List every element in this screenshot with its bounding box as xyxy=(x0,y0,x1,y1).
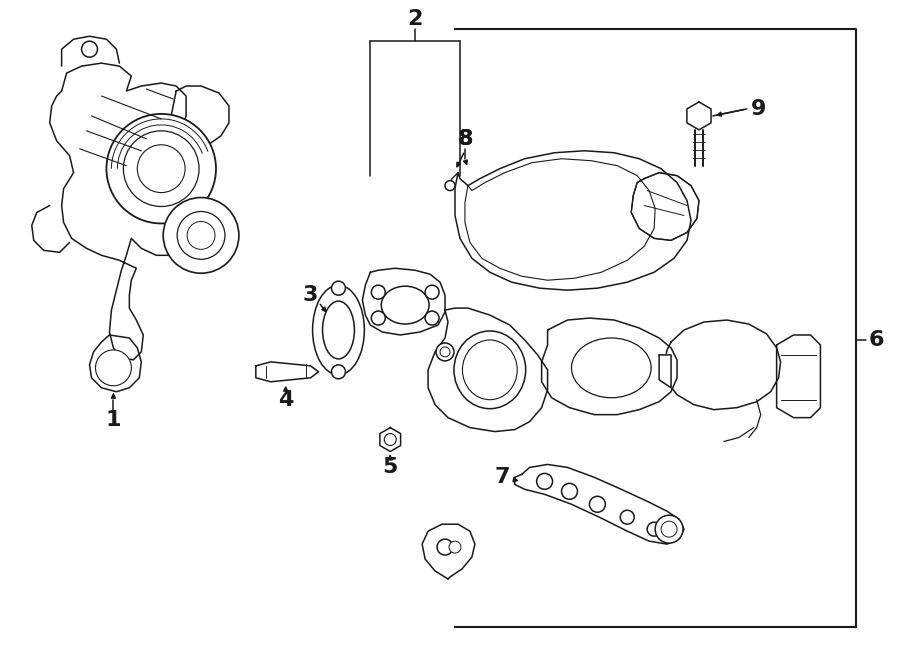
Ellipse shape xyxy=(322,301,355,359)
Ellipse shape xyxy=(454,331,526,408)
Text: 8: 8 xyxy=(457,129,472,149)
Circle shape xyxy=(536,473,553,489)
Circle shape xyxy=(425,311,439,325)
Ellipse shape xyxy=(312,285,364,375)
Text: 7: 7 xyxy=(494,467,509,487)
Circle shape xyxy=(372,311,385,325)
Polygon shape xyxy=(687,102,711,130)
Text: 5: 5 xyxy=(382,457,398,477)
Circle shape xyxy=(437,539,453,555)
Circle shape xyxy=(177,211,225,260)
Circle shape xyxy=(440,347,450,357)
Polygon shape xyxy=(631,173,699,240)
Polygon shape xyxy=(32,205,69,252)
Text: 9: 9 xyxy=(751,99,767,119)
Circle shape xyxy=(95,350,131,386)
Polygon shape xyxy=(380,428,400,451)
Polygon shape xyxy=(256,362,319,382)
Circle shape xyxy=(138,145,185,193)
Polygon shape xyxy=(171,86,229,146)
Polygon shape xyxy=(89,335,141,392)
Polygon shape xyxy=(664,320,780,410)
Text: 8: 8 xyxy=(457,129,472,149)
Circle shape xyxy=(163,197,239,273)
Circle shape xyxy=(384,434,396,446)
Circle shape xyxy=(562,483,578,499)
Circle shape xyxy=(445,181,455,191)
Text: 3: 3 xyxy=(303,285,319,305)
Circle shape xyxy=(123,131,199,207)
Polygon shape xyxy=(659,355,671,388)
Text: 1: 1 xyxy=(105,410,122,430)
Circle shape xyxy=(187,222,215,250)
Circle shape xyxy=(425,285,439,299)
Polygon shape xyxy=(455,151,691,290)
Circle shape xyxy=(620,510,634,524)
Circle shape xyxy=(436,343,454,361)
Circle shape xyxy=(106,114,216,224)
Polygon shape xyxy=(777,335,821,418)
Circle shape xyxy=(449,541,461,553)
Polygon shape xyxy=(61,36,120,66)
Ellipse shape xyxy=(382,286,429,324)
Polygon shape xyxy=(428,308,547,432)
Polygon shape xyxy=(515,465,684,544)
Polygon shape xyxy=(465,159,655,280)
Ellipse shape xyxy=(572,338,652,398)
Ellipse shape xyxy=(463,340,518,400)
Text: 2: 2 xyxy=(408,9,423,29)
Circle shape xyxy=(662,521,677,537)
Polygon shape xyxy=(50,63,216,360)
Circle shape xyxy=(647,522,662,536)
Text: 6: 6 xyxy=(868,330,884,350)
Text: 4: 4 xyxy=(278,390,293,410)
Circle shape xyxy=(82,41,97,57)
Circle shape xyxy=(331,365,346,379)
Polygon shape xyxy=(542,318,677,414)
Polygon shape xyxy=(363,268,445,335)
Circle shape xyxy=(372,285,385,299)
Polygon shape xyxy=(422,524,475,579)
Circle shape xyxy=(655,515,683,543)
Circle shape xyxy=(331,281,346,295)
Circle shape xyxy=(590,496,606,512)
